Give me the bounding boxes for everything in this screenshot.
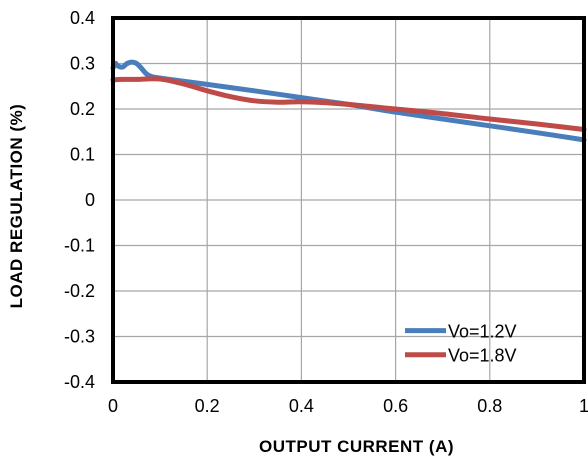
x-tick-labels: 0 0.2 0.4 0.6 0.8 1 [108, 396, 588, 416]
y-tick-label: -0.1 [64, 236, 95, 256]
y-tick-label: -0.4 [64, 372, 95, 392]
x-tick-label: 0.2 [195, 396, 220, 416]
legend-label-vo-1-2v: Vo=1.2V [448, 322, 517, 342]
legend-label-vo-1-8v: Vo=1.8V [448, 346, 517, 366]
y-tick-label: 0.1 [70, 145, 95, 165]
x-tick-label: 0.6 [383, 396, 408, 416]
y-tick-label: 0.2 [70, 99, 95, 119]
y-tick-labels: 0.4 0.3 0.2 0.1 0 -0.1 -0.2 -0.3 -0.4 [64, 8, 95, 392]
y-tick-label: -0.2 [64, 281, 95, 301]
legend: Vo=1.2V Vo=1.8V [405, 322, 517, 366]
x-tick-label: 0 [108, 396, 118, 416]
x-tick-label: 1 [579, 396, 588, 416]
y-tick-label: 0 [85, 190, 95, 210]
y-tick-label: 0.4 [70, 8, 95, 28]
x-tick-label: 0.4 [289, 396, 314, 416]
y-tick-label: 0.3 [70, 54, 95, 74]
y-tick-label: -0.3 [64, 327, 95, 347]
x-tick-label: 0.8 [477, 396, 502, 416]
series-layer [110, 59, 587, 143]
series-line-vo-1-2v [110, 59, 587, 143]
plot-area-frame [111, 16, 586, 384]
y-axis-title: LOAD REGULATION (%) [7, 104, 26, 309]
series-line-vo-1-8v [110, 76, 587, 132]
x-axis-title: OUTPUT CURRENT (A) [259, 437, 454, 456]
